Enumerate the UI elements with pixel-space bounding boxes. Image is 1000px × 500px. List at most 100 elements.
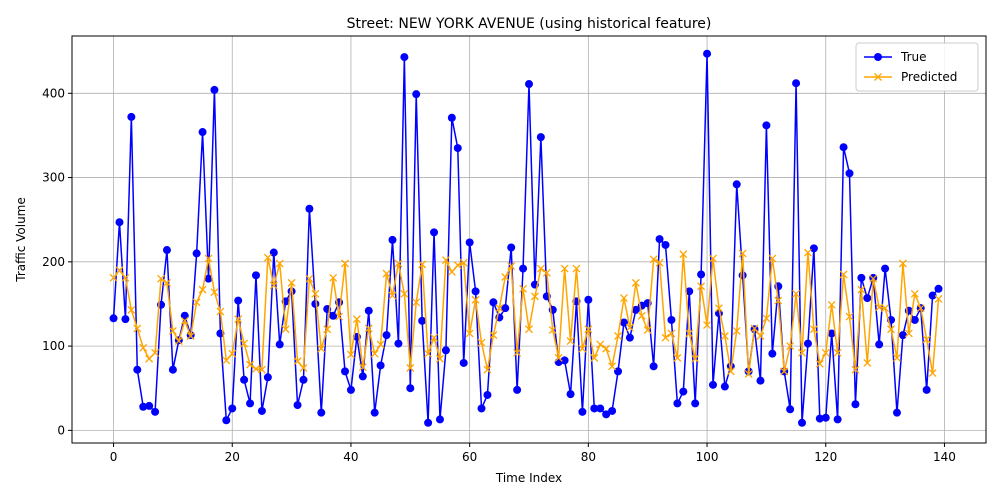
data-point-predicted [465, 329, 474, 338]
data-point-true [703, 49, 712, 58]
data-point-true [121, 315, 130, 324]
data-point-true [536, 133, 545, 142]
x-tick-label: 20 [225, 450, 240, 464]
data-point-predicted [121, 273, 130, 282]
chart-title: Street: NEW YORK AVENUE (using historica… [347, 16, 712, 32]
data-point-predicted [691, 354, 700, 363]
data-point-predicted [655, 258, 664, 267]
data-point-true [406, 384, 415, 393]
data-point-true [584, 295, 593, 304]
data-point-true [151, 407, 160, 416]
data-point-predicted [441, 256, 450, 265]
data-point-predicted [287, 278, 296, 287]
data-point-true [519, 264, 528, 273]
data-point-true [560, 356, 569, 365]
data-point-predicted [542, 268, 551, 277]
legend-marker-circle [874, 53, 882, 61]
data-point-true [382, 331, 391, 340]
data-point-predicted [216, 307, 225, 316]
data-point-predicted [525, 325, 533, 334]
x-tick-label: 0 [110, 450, 118, 464]
data-point-predicted [234, 315, 243, 324]
series-predicted [109, 248, 943, 378]
data-point-true [845, 169, 854, 178]
data-point-predicted [893, 353, 901, 362]
data-point-predicted [614, 332, 622, 340]
data-point-true [732, 180, 741, 189]
data-point-true [649, 362, 658, 371]
data-point-predicted [275, 259, 284, 268]
data-point-true [471, 287, 480, 296]
data-point-true [851, 400, 860, 409]
data-point-true [768, 349, 777, 358]
data-point-predicted [530, 292, 539, 301]
data-point-true [145, 401, 154, 410]
legend-label: Predicted [901, 70, 957, 84]
data-point-predicted [887, 325, 895, 334]
data-point-true [798, 418, 807, 427]
data-point-predicted [637, 311, 646, 320]
data-point-predicted [726, 367, 735, 376]
data-point-true [441, 346, 450, 355]
data-point-predicted [780, 367, 789, 376]
data-point-true [803, 339, 812, 348]
data-point-predicted [412, 298, 421, 307]
data-point-true [341, 367, 350, 376]
data-point-true [578, 407, 587, 416]
data-point-predicted [798, 348, 806, 357]
data-point-true [364, 306, 373, 315]
data-point-true [667, 315, 676, 324]
data-point-predicted [263, 253, 272, 262]
data-point-true [507, 243, 516, 252]
data-point-true [317, 408, 326, 417]
data-point-predicted [756, 332, 765, 340]
data-point-predicted [857, 285, 866, 294]
data-point-true [839, 143, 848, 152]
data-point-true [465, 238, 474, 247]
data-point-true [691, 399, 700, 408]
data-point-predicted [566, 337, 575, 345]
data-point-predicted [934, 294, 943, 303]
data-point-predicted [222, 356, 231, 365]
data-point-true [346, 385, 355, 394]
data-point-predicted [685, 329, 694, 338]
data-point-predicted [364, 324, 373, 333]
data-point-true [720, 382, 729, 391]
data-point-predicted [323, 325, 332, 334]
data-point-true [596, 404, 605, 413]
data-point-predicted [548, 326, 557, 335]
data-point-predicted [352, 315, 361, 324]
data-point-true [786, 405, 795, 414]
data-point-true [453, 144, 462, 153]
data-point-true [501, 304, 510, 313]
data-point-true [198, 128, 207, 137]
data-point-true [412, 90, 421, 99]
data-point-predicted [317, 344, 326, 353]
data-point-predicted [305, 274, 314, 283]
data-point-true [234, 296, 243, 305]
x-tick-label: 140 [933, 450, 956, 464]
data-point-true [821, 413, 830, 422]
data-point-predicted [145, 354, 154, 363]
data-point-true [376, 361, 385, 370]
data-point-predicted [898, 259, 907, 268]
data-point-true [792, 79, 801, 88]
data-point-predicted [210, 288, 219, 297]
data-point-true [608, 406, 617, 415]
data-point-true [625, 333, 634, 342]
data-point-true [263, 373, 272, 382]
data-point-true [477, 404, 486, 413]
data-point-true [139, 402, 148, 411]
data-point-predicted [436, 354, 444, 363]
data-point-predicted [483, 365, 492, 374]
data-point-true [679, 387, 688, 396]
data-point-predicted [358, 363, 367, 372]
data-point-predicted [732, 326, 741, 335]
data-point-predicted [833, 348, 842, 357]
data-point-predicted [495, 304, 504, 313]
data-point-predicted [204, 254, 213, 263]
data-point-predicted [139, 343, 148, 352]
data-point-predicted [507, 262, 516, 271]
data-point-true [168, 365, 177, 374]
data-point-true [673, 399, 682, 408]
